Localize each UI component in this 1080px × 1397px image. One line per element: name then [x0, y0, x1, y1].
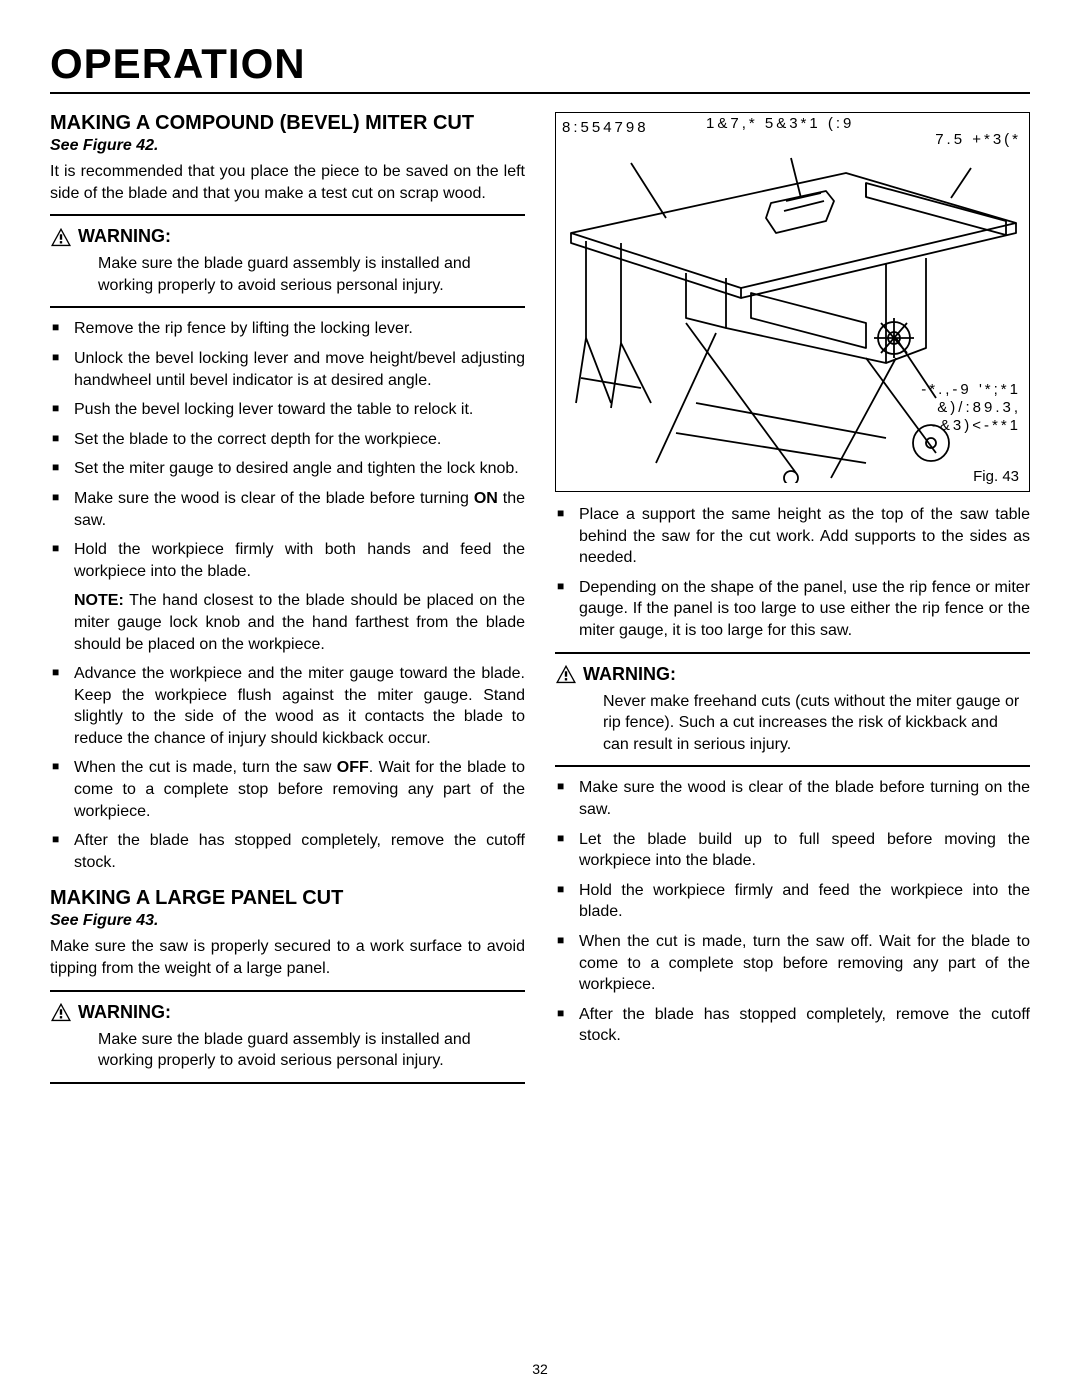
warning-label: WARNING: — [583, 664, 676, 685]
list-item: When the cut is made, turn the saw OFF. … — [50, 757, 525, 822]
list-item: Unlock the bevel locking lever and move … — [50, 348, 525, 391]
instruction-list-3: Place a support the same height as the t… — [555, 504, 1030, 642]
list-item: Hold the workpiece firmly and feed the w… — [555, 880, 1030, 923]
list-item: Advance the workpiece and the miter gaug… — [50, 663, 525, 749]
list-item: Make sure the wood is clear of the blade… — [50, 488, 525, 531]
figure-label-support: 8:554798 — [562, 119, 649, 136]
divider — [50, 306, 525, 308]
warning-block-3: WARNING: Never make freehand cuts (cuts … — [555, 664, 1030, 756]
page-title: OPERATION — [50, 40, 1030, 94]
warning-body: Make sure the blade guard assembly is in… — [50, 253, 525, 296]
figure-ref-43: See Figure 43. — [50, 912, 525, 930]
large-panel-intro-text: Make sure the saw is properly secured to… — [50, 936, 525, 979]
note-text: NOTE: The hand closest to the blade shou… — [50, 590, 525, 655]
instruction-list-2: Advance the workpiece and the miter gaug… — [50, 663, 525, 873]
divider — [555, 652, 1030, 654]
list-item: Place a support the same height as the t… — [555, 504, 1030, 569]
divider — [50, 1082, 525, 1084]
list-item: Set the blade to the correct depth for t… — [50, 429, 525, 451]
warning-icon — [50, 1002, 72, 1022]
warning-label: WARNING: — [78, 226, 171, 247]
divider — [555, 765, 1030, 767]
page-number: 32 — [0, 1361, 1080, 1377]
table-saw-illustration — [566, 143, 1026, 483]
instruction-list-1: Remove the rip fence by lifting the lock… — [50, 318, 525, 582]
section-compound-miter-heading: MAKING A COMPOUND (BEVEL) MITER CUT — [50, 112, 525, 135]
list-item: Depending on the shape of the panel, use… — [555, 577, 1030, 642]
list-item: When the cut is made, turn the saw off. … — [555, 931, 1030, 996]
warning-icon — [50, 227, 72, 247]
warning-block-1: WARNING: Make sure the blade guard assem… — [50, 226, 525, 296]
left-column: MAKING A COMPOUND (BEVEL) MITER CUT See … — [50, 112, 525, 1094]
warning-header: WARNING: — [50, 226, 525, 247]
warning-icon — [555, 664, 577, 684]
figure-43-box: 8:554798 1&7,* 5&3*1 (:9 7.5 +*3(* -*.,-… — [555, 112, 1030, 492]
section-large-panel-heading: MAKING A LARGE PANEL CUT — [50, 887, 525, 910]
list-item: Push the bevel locking lever toward the … — [50, 399, 525, 421]
figure-label-blade-guard: 1&7,* 5&3*1 (:9 — [706, 115, 854, 132]
list-item: After the blade has stopped completely, … — [50, 830, 525, 873]
instruction-list-4: Make sure the wood is clear of the blade… — [555, 777, 1030, 1047]
warning-header: WARNING: — [555, 664, 1030, 685]
warning-body: Never make freehand cuts (cuts without t… — [555, 691, 1030, 756]
divider — [50, 990, 525, 992]
list-item: Let the blade build up to full speed bef… — [555, 829, 1030, 872]
list-item: Make sure the wood is clear of the blade… — [555, 777, 1030, 820]
two-column-layout: MAKING A COMPOUND (BEVEL) MITER CUT See … — [50, 112, 1030, 1094]
list-item: Remove the rip fence by lifting the lock… — [50, 318, 525, 340]
compound-intro-text: It is recommended that you place the pie… — [50, 161, 525, 204]
right-column: 8:554798 1&7,* 5&3*1 (:9 7.5 +*3(* -*.,-… — [555, 112, 1030, 1094]
warning-body: Make sure the blade guard assembly is in… — [50, 1029, 525, 1072]
figure-ref-42: See Figure 42. — [50, 137, 525, 155]
warning-block-2: WARNING: Make sure the blade guard assem… — [50, 1002, 525, 1072]
warning-header: WARNING: — [50, 1002, 525, 1023]
list-item: Set the miter gauge to desired angle and… — [50, 458, 525, 480]
warning-label: WARNING: — [78, 1002, 171, 1023]
list-item: Hold the workpiece firmly with both hand… — [50, 539, 525, 582]
divider — [50, 214, 525, 216]
list-item: After the blade has stopped completely, … — [555, 1004, 1030, 1047]
